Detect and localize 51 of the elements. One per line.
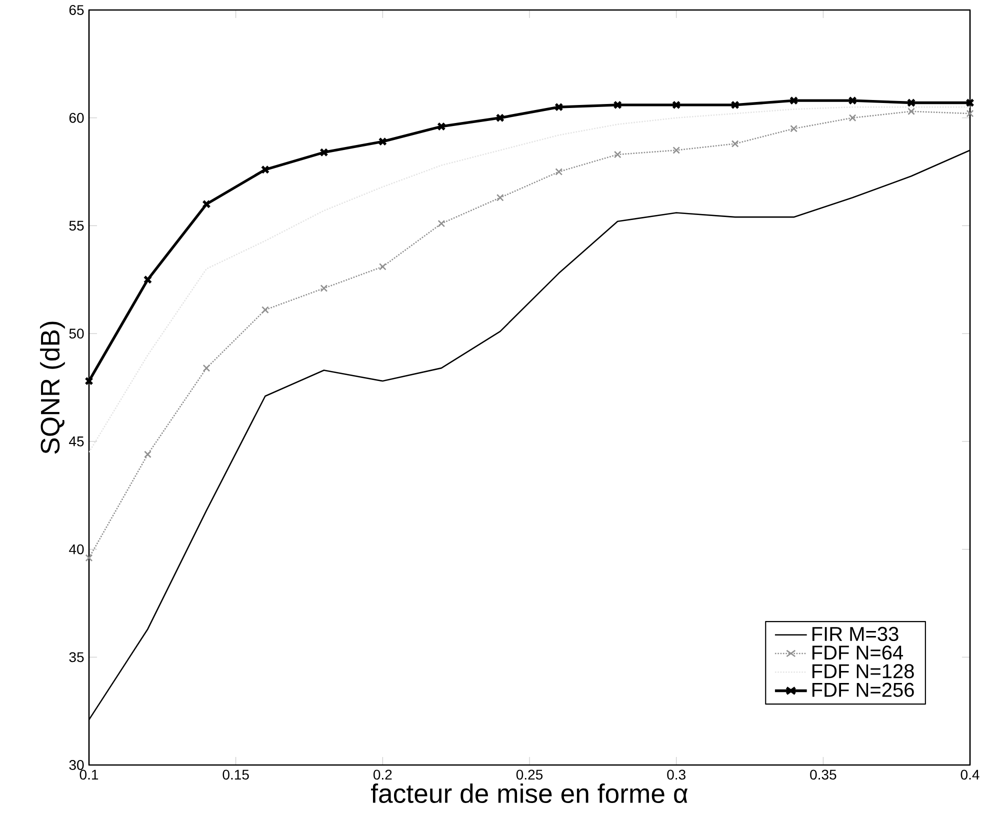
point <box>144 450 152 458</box>
point <box>790 124 798 132</box>
y-tick-label: 30 <box>69 760 84 770</box>
point <box>789 96 798 105</box>
x-tick-label: 0.25 <box>516 770 543 780</box>
point <box>262 306 269 314</box>
y-tick-label: 50 <box>69 328 84 339</box>
point <box>85 554 93 562</box>
point <box>202 200 211 208</box>
point <box>672 146 680 154</box>
y-tick-label: 60 <box>69 112 84 123</box>
legend-label: FIR M=33 <box>812 626 898 642</box>
x-tick-label: 0.3 <box>667 770 686 780</box>
x-tick-label: 0.35 <box>810 770 836 780</box>
legend-label: FDF N=256 <box>812 682 914 697</box>
point <box>731 140 739 148</box>
y-tick-label: 45 <box>69 436 84 446</box>
point <box>496 114 504 122</box>
point <box>848 96 857 105</box>
point <box>613 100 622 110</box>
point <box>378 137 388 146</box>
point <box>908 108 915 116</box>
point <box>906 98 916 108</box>
x-tick-label: 0.4 <box>960 770 980 780</box>
point <box>496 194 504 202</box>
point <box>202 364 210 372</box>
point <box>672 100 681 110</box>
point <box>143 275 152 284</box>
point <box>614 150 622 158</box>
point <box>554 102 564 112</box>
point <box>438 220 446 228</box>
legend-label: FDF N=64 <box>812 646 904 660</box>
point <box>437 122 446 131</box>
point <box>320 148 328 157</box>
y-tick-label: 65 <box>69 5 84 15</box>
y-tick-label: 40 <box>69 544 84 554</box>
x-tick-label: 0.2 <box>373 770 392 780</box>
x-tick-label: 0.1 <box>80 770 98 780</box>
y-tick-label: 35 <box>69 652 84 662</box>
point <box>730 100 740 110</box>
y-axis-title: SQNR (dB) <box>40 322 65 454</box>
point <box>966 110 974 118</box>
point <box>260 165 270 174</box>
point <box>320 284 328 292</box>
point <box>378 263 386 270</box>
point <box>848 114 856 122</box>
x-tick-label: 0.15 <box>222 770 249 780</box>
legend-label: FDF N=128 <box>812 664 914 678</box>
point <box>555 168 563 176</box>
x-axis-title: facteur de mise en forme α <box>370 783 688 804</box>
y-tick-label: 55 <box>69 220 84 231</box>
